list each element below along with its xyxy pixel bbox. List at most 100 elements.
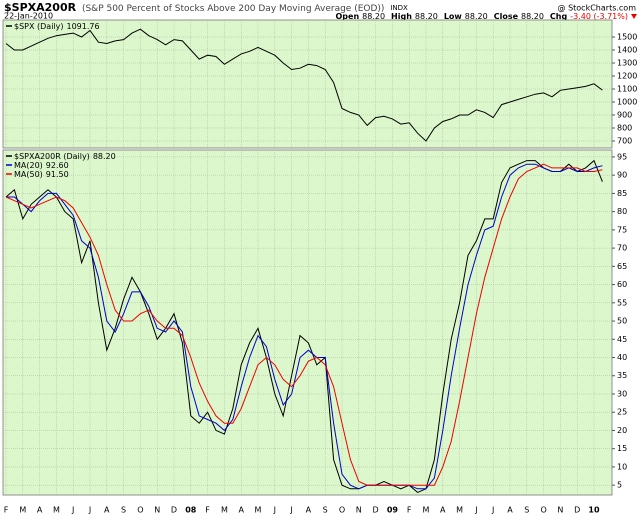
legend-value: 91.50 <box>46 170 69 179</box>
x-tick-label: N <box>356 506 362 515</box>
x-tick-label: D <box>171 506 177 515</box>
x-tick-label: 10 <box>588 506 600 515</box>
x-tick-label: O <box>339 506 345 515</box>
y-tick-label: 15 <box>617 444 627 453</box>
x-tick-label: A <box>37 506 43 515</box>
x-tick-label: O <box>137 506 143 515</box>
series-line <box>5 163 603 486</box>
y-tick-label: 55 <box>617 298 627 307</box>
x-tick-label: D <box>373 506 379 515</box>
y-tick-label: 45 <box>617 335 627 344</box>
x-tick-label: N <box>154 506 160 515</box>
y-tick-label: 85 <box>617 189 627 198</box>
quote-label: Low <box>444 12 463 21</box>
y-tick-label: 800 <box>617 123 632 132</box>
plot-area <box>2 149 613 496</box>
legend-entry: MA(50) 91.50 <box>14 170 69 179</box>
x-tick-label: A <box>507 506 513 515</box>
x-tick-label: A <box>104 506 110 515</box>
x-tick-label: M <box>53 506 60 515</box>
quote-value: -3.40 (-3.71%) <box>570 12 628 21</box>
y-tick-label: 1100 <box>617 85 637 94</box>
x-tick-label: J <box>273 506 276 515</box>
legend-name: $SPX (Daily) <box>14 22 64 31</box>
x-tick-label: J <box>71 506 74 515</box>
x-tick-label: O <box>540 506 546 515</box>
quote-label: Chg <box>550 12 568 21</box>
y-tick-label: 900 <box>617 110 632 119</box>
y-tick-label: 70 <box>617 244 627 253</box>
down-arrow <box>631 14 637 19</box>
quote-value: 88.20 <box>362 12 385 21</box>
y-tick-label: 1300 <box>617 59 637 68</box>
y-tick-label: 90 <box>617 171 627 180</box>
quote: Open 88.20 High 88.20 Low 88.20 Close 88.20 Chg -… <box>335 12 628 21</box>
x-tick-label: N <box>557 506 563 515</box>
y-tick-label: 50 <box>617 317 627 326</box>
legend-name: MA(20) <box>14 161 43 170</box>
series-line <box>6 163 603 490</box>
y-tick-label: 1400 <box>617 46 637 55</box>
x-tick-label: A <box>306 506 312 515</box>
x-tick-label: M <box>221 506 228 515</box>
y-tick-label: 1000 <box>617 97 637 106</box>
y-tick-label: 35 <box>617 371 627 380</box>
header-line: $SPXA200R (S&P 500 Percent of Stocks Abo… <box>4 1 408 14</box>
quote-label: Open <box>335 12 359 21</box>
y-tick-label: 75 <box>617 225 627 234</box>
description: (S&P 500 Percent of Stocks Above 200 Day… <box>82 4 385 14</box>
y-tick-label: 700 <box>617 136 632 145</box>
quote-label: Close <box>494 12 519 21</box>
x-tick-label: S <box>524 506 529 515</box>
legend-value: 92.60 <box>46 161 69 170</box>
legend-entry: MA(20) 92.60 <box>14 161 69 170</box>
legend-entry: $SPX (Daily) 1091.76 <box>14 22 100 31</box>
quote-label: High <box>391 12 412 21</box>
legend-name: $SPXA200R (Daily) <box>14 152 90 161</box>
quote-value: 88.20 <box>415 12 438 21</box>
x-tick-label: M <box>255 506 262 515</box>
y-tick-label: 20 <box>617 426 627 435</box>
x-tick-label: A <box>238 506 244 515</box>
quote-value: 88.20 <box>521 12 544 21</box>
symbol: $SPXA200R <box>4 1 77 14</box>
y-tick-label: 65 <box>617 262 627 271</box>
y-tick-label: 95 <box>617 152 627 161</box>
y-tick-label: 1200 <box>617 72 637 81</box>
x-tick-label: M <box>456 506 463 515</box>
x-tick-label: A <box>440 506 446 515</box>
x-tick-label: 09 <box>387 506 399 515</box>
series-line <box>5 159 603 493</box>
x-tick-label: F <box>4 506 9 515</box>
y-tick-label: 40 <box>617 353 627 362</box>
y-tick-label: 25 <box>617 408 627 417</box>
plot-area <box>2 19 613 149</box>
x-tick-label: F <box>205 506 210 515</box>
y-tick-label: 60 <box>617 280 627 289</box>
y-tick-label: 10 <box>617 462 627 471</box>
y-tick-label: 1500 <box>617 33 637 42</box>
y-tick-label: 5 <box>617 481 622 490</box>
x-tick-label: S <box>323 506 328 515</box>
legend-name: MA(50) <box>14 170 43 179</box>
y-tick-label: 30 <box>617 389 627 398</box>
x-tick-label: M <box>19 506 26 515</box>
x-tick-label: D <box>574 506 580 515</box>
y-tick-label: 80 <box>617 207 627 216</box>
legend-entry: $SPXA200R (Daily) 88.20 <box>14 152 116 161</box>
series-line <box>5 28 603 142</box>
x-tick-label: 08 <box>185 506 197 515</box>
x-tick-label: J <box>88 506 91 515</box>
x-tick-label: F <box>407 506 412 515</box>
date: 22-Jan-2010 <box>4 12 53 21</box>
legend-value: 88.20 <box>93 152 116 161</box>
quote-value: 88.20 <box>465 12 488 21</box>
legend-value: 1091.76 <box>67 22 100 31</box>
x-tick-label: S <box>121 506 126 515</box>
x-tick-label: J <box>474 506 477 515</box>
source: @ StockCharts.com <box>558 4 637 13</box>
x-tick-label: J <box>491 506 494 515</box>
x-tick-label: M <box>423 506 430 515</box>
x-tick-label: J <box>289 506 292 515</box>
